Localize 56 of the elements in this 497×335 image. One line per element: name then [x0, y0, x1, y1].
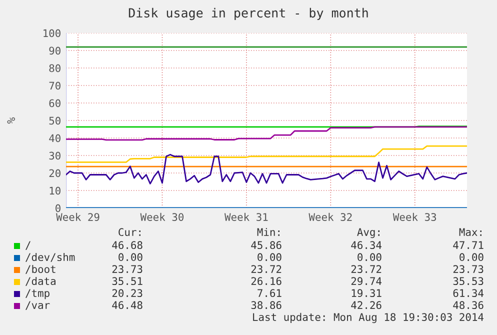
- text: 46.68: [112, 241, 142, 250]
- y-tick-label: 90: [49, 46, 60, 55]
- y-tick-label: 20: [49, 169, 60, 178]
- text: Last update: Mon Aug 18 19:30:03 2014: [253, 312, 484, 324]
- x-tick-label: Week 31: [224, 212, 268, 221]
- text: 46.34: [351, 241, 382, 250]
- y-tick-label: 30: [49, 152, 60, 160]
- text: 35.51: [112, 277, 142, 286]
- line-series: [66, 154, 467, 184]
- text: 46.48: [112, 301, 142, 310]
- y-tick-label: 60: [49, 99, 60, 108]
- text: 23.72: [251, 265, 282, 274]
- text: 61.34: [453, 289, 484, 298]
- text: 26.16: [251, 277, 282, 286]
- y-tick-label: 50: [49, 116, 60, 125]
- y-tick-label: 80: [49, 64, 60, 72]
- y-axis-title: %: [7, 117, 16, 124]
- x-tick-label: Week 29: [56, 212, 100, 221]
- text: 29.74: [351, 277, 382, 286]
- text: 7.61: [258, 289, 282, 298]
- text: 38.86: [251, 301, 282, 310]
- text: 42.26: [351, 301, 382, 310]
- y-tick-label: 40: [49, 134, 60, 142]
- text: 23.72: [351, 265, 382, 274]
- y-tick-label: 100: [44, 29, 60, 38]
- chart-title: Disk usage in percent - by month: [128, 8, 368, 20]
- text: 47.71: [453, 241, 484, 249]
- text: Cur:: [118, 228, 140, 236]
- legend-label: /tmp: [26, 289, 50, 300]
- text: Max:: [459, 228, 482, 236]
- text: 45.86: [251, 241, 282, 250]
- text: 23.73: [453, 265, 484, 274]
- text: 35.53: [453, 277, 484, 286]
- legend-label: /data: [26, 276, 56, 286]
- legend-label: /boot: [26, 264, 56, 274]
- x-tick-label: Week 32: [308, 212, 352, 221]
- text: 0.00: [118, 253, 142, 262]
- legend-label: /var: [26, 301, 50, 310]
- x-tick-label: Week 30: [140, 212, 184, 221]
- line-series: [66, 145, 467, 163]
- text: 23.73: [112, 265, 142, 274]
- legend-label: /dev/shm: [26, 252, 75, 262]
- legend-label: /: [26, 241, 30, 250]
- text: Min:: [257, 228, 280, 236]
- y-tick-label: 10: [50, 186, 60, 195]
- text: 20.23: [112, 289, 142, 298]
- line-series: [66, 126, 467, 141]
- text: 0.00: [358, 253, 382, 262]
- text: 48.36: [453, 301, 484, 310]
- x-tick-label: Week 33: [392, 212, 436, 221]
- text: 0.00: [258, 253, 282, 262]
- y-tick-label: 70: [49, 82, 60, 90]
- text: 19.31: [352, 289, 382, 298]
- text: Avg:: [357, 228, 380, 238]
- text: 0.00: [460, 253, 484, 262]
- y-tick-label: 0: [56, 204, 60, 212]
